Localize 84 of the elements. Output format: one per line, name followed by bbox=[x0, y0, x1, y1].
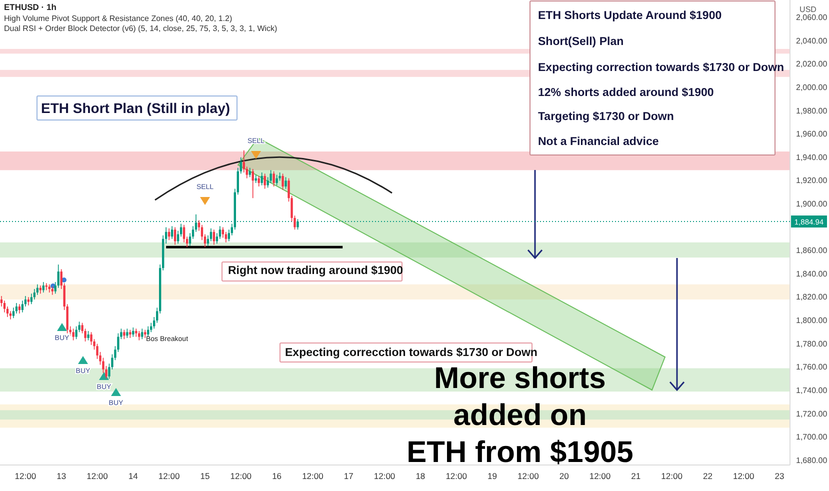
candlestick bbox=[224, 232, 228, 243]
y-tick-label: 1,820.00 bbox=[796, 292, 828, 302]
candlestick bbox=[72, 328, 74, 341]
x-tick-label: 12:00 bbox=[374, 471, 396, 482]
y-tick-label: 2,000.00 bbox=[796, 82, 828, 92]
annotation: Not a Financial advice bbox=[538, 136, 659, 148]
x-tick-label: 12:00 bbox=[14, 471, 36, 482]
y-tick-label: 2,060.00 bbox=[796, 13, 828, 22]
y-tick-label: 1,700.00 bbox=[796, 432, 828, 442]
x-tick-label: 18 bbox=[416, 471, 426, 482]
candlestick bbox=[3, 300, 6, 313]
x-tick-label: 12:00 bbox=[589, 471, 611, 482]
candlestick bbox=[272, 170, 275, 187]
y-tick-label: 1,760.00 bbox=[796, 362, 828, 372]
candlestick bbox=[248, 167, 251, 178]
candlestick bbox=[282, 173, 284, 190]
annotation: 12% shorts added around $1900 bbox=[538, 87, 714, 99]
annotation: Short(Sell) Plan bbox=[538, 36, 624, 48]
annotation: Dual RSI + Order Block Detector (v6) (5, 14, close, 25, 75, 3, 5, 3, 3, 1, Wick) bbox=[4, 24, 278, 33]
x-tick-label: 15 bbox=[200, 471, 210, 482]
candlestick bbox=[9, 310, 12, 320]
annotation: ETH Short Plan (Still in play) bbox=[41, 100, 230, 116]
x-tick-label: 12:00 bbox=[518, 471, 540, 482]
y-tick-label: 1,860.00 bbox=[796, 246, 828, 256]
y-tick-label: 2,040.00 bbox=[796, 36, 828, 46]
annotation: More shorts added on ETH from $1905 bbox=[406, 362, 634, 469]
x-tick-label: 12:00 bbox=[230, 471, 252, 482]
x-tick-label: 23 bbox=[774, 471, 785, 482]
x-tick-label: 12:00 bbox=[86, 471, 108, 482]
annotation: Right now trading around $1900 bbox=[228, 265, 404, 277]
x-tick-label: 22 bbox=[702, 471, 713, 482]
candlestick bbox=[138, 330, 140, 341]
candlestick bbox=[258, 176, 260, 187]
annotation: Expecting correcction towards $1730 or Down bbox=[285, 347, 538, 359]
y-tick-label: 1,940.00 bbox=[796, 152, 828, 162]
candlestick bbox=[132, 327, 134, 338]
candlestick bbox=[126, 328, 128, 338]
x-tick-label: 12:00 bbox=[302, 471, 324, 482]
x-tick-label: 21 bbox=[631, 471, 641, 482]
x-tick-label: 12:00 bbox=[446, 471, 468, 482]
y-tick-label: 1,740.00 bbox=[796, 386, 828, 395]
candlestick bbox=[75, 326, 78, 340]
annotation: Expecting correction towards $1730 or Down bbox=[538, 62, 784, 74]
x-tick-label: 16 bbox=[272, 471, 282, 482]
chart-title: ETHUSD · 1h bbox=[4, 2, 56, 12]
candlestick bbox=[270, 170, 272, 184]
annotation: Targeting $1730 or Down bbox=[538, 111, 674, 123]
x-tick-label: 17 bbox=[344, 471, 354, 482]
y-axis-title: USD bbox=[800, 5, 817, 14]
candlestick bbox=[18, 304, 21, 314]
y-tick-label: 1,780.00 bbox=[796, 339, 828, 348]
annotation: ETH Shorts Update Around $1900 bbox=[538, 10, 722, 22]
candlestick bbox=[170, 226, 174, 240]
y-tick-label: 1,800.00 bbox=[796, 316, 828, 326]
candlestick bbox=[30, 293, 33, 305]
y-tick-label: 1,900.00 bbox=[796, 200, 828, 209]
candlestick bbox=[218, 226, 222, 240]
x-tick-label: 19 bbox=[488, 471, 498, 482]
y-tick-label: 2,020.00 bbox=[796, 60, 828, 69]
x-tick-label: 12:00 bbox=[661, 471, 683, 482]
candlestick bbox=[276, 174, 278, 186]
candlestick bbox=[210, 228, 212, 242]
candlestick bbox=[284, 176, 287, 190]
y-tick-label: 1,720.00 bbox=[796, 409, 828, 418]
candlestick bbox=[260, 172, 263, 186]
y-tick-label: 1,960.00 bbox=[796, 130, 828, 139]
candlestick bbox=[27, 296, 30, 306]
candlestick bbox=[264, 173, 266, 190]
candlestick bbox=[90, 332, 92, 346]
candlestick bbox=[141, 328, 144, 340]
y-tick-label: 1,980.00 bbox=[796, 106, 828, 116]
annotation: High Volume Pivot Support & Resistance Zones (40, 40, 20, 1.2) bbox=[4, 14, 232, 23]
y-tick-label: 1,920.00 bbox=[796, 176, 828, 186]
candlestick bbox=[12, 307, 15, 319]
x-tick-label: 13 bbox=[56, 471, 66, 482]
y-tick-label: 1,680.00 bbox=[796, 456, 828, 465]
candlestick bbox=[21, 300, 24, 313]
x-tick-label: 20 bbox=[559, 471, 570, 482]
candlestick bbox=[87, 330, 90, 341]
x-tick-label: 12:00 bbox=[158, 471, 180, 482]
y-tick-label: 1,840.00 bbox=[796, 269, 828, 278]
candlestick bbox=[123, 329, 126, 340]
x-tick-label: 14 bbox=[128, 471, 138, 482]
x-tick-label: 12:00 bbox=[732, 471, 755, 482]
